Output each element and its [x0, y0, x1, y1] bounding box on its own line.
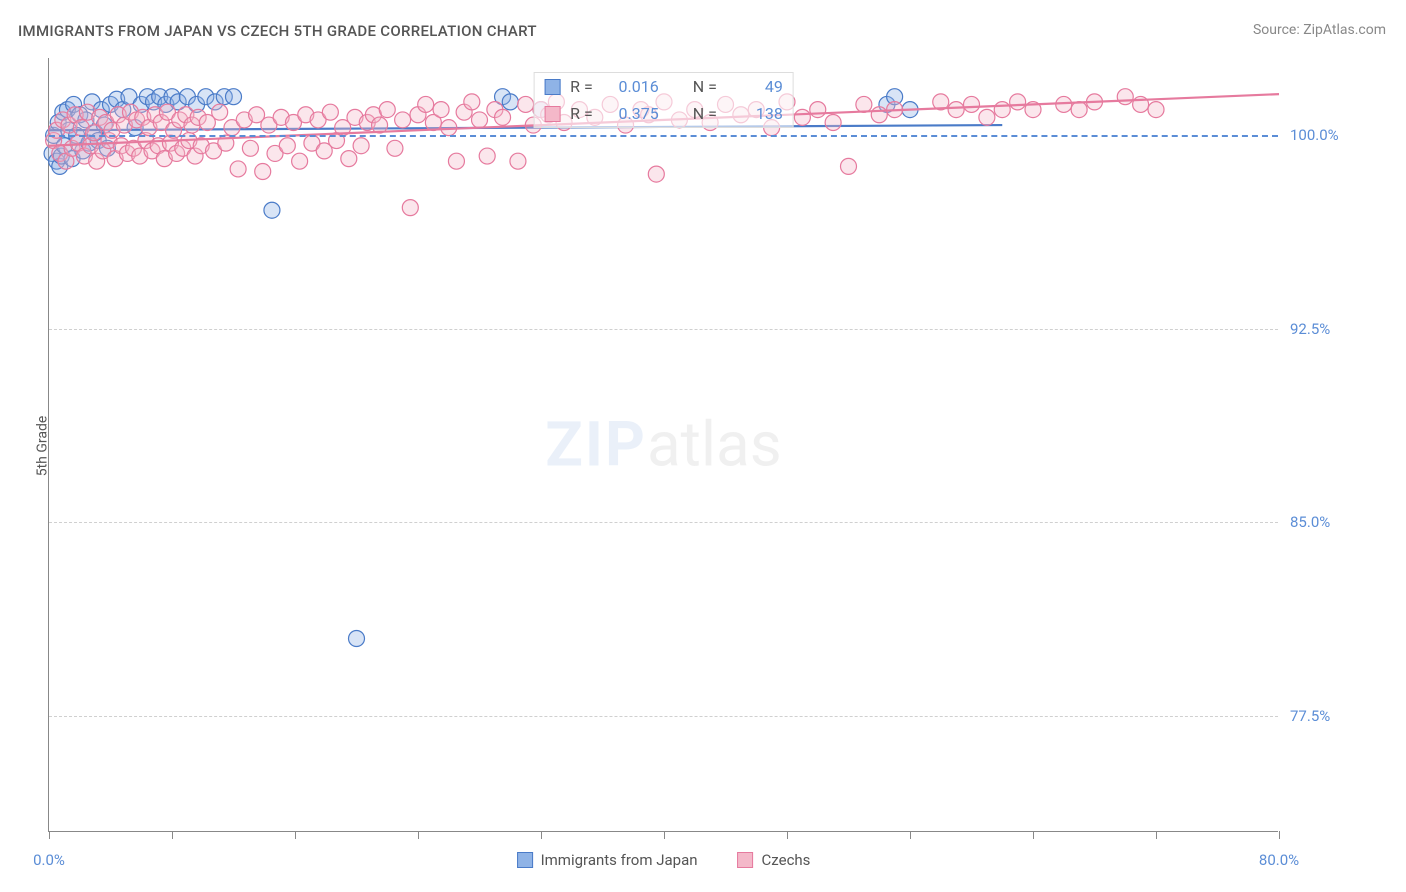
x-tick [787, 831, 788, 839]
data-point [964, 96, 980, 112]
data-point [255, 164, 271, 180]
corr-n-label: N = [693, 104, 717, 123]
data-point [448, 153, 464, 169]
data-point [1010, 94, 1026, 110]
source-attribution: Source: ZipAtlas.com [1253, 22, 1386, 38]
legend-swatch-japan [517, 852, 533, 868]
data-point [402, 200, 418, 216]
data-point [510, 153, 526, 169]
gridline-h [49, 135, 1278, 137]
data-point [648, 166, 664, 182]
gridline-h [49, 716, 1278, 717]
x-tick [910, 831, 911, 839]
data-point [212, 104, 228, 120]
legend-label-japan: Immigrants from Japan [541, 851, 698, 869]
data-point [948, 102, 964, 118]
gridline-h [49, 522, 1278, 523]
legend-item-czechs: Czechs [738, 851, 811, 869]
chart-title: IMMIGRANTS FROM JAPAN VS CZECH 5TH GRADE… [18, 22, 537, 40]
x-tick [1279, 831, 1280, 839]
legend-bottom: Immigrants from Japan Czechs [517, 851, 811, 869]
y-tick-label: 85.0% [1290, 513, 1360, 531]
data-point [322, 104, 338, 120]
data-point [979, 109, 995, 125]
y-tick-label: 92.5% [1290, 320, 1360, 338]
x-tick [664, 831, 665, 839]
data-point [387, 140, 403, 156]
data-point [464, 94, 480, 110]
x-tick [295, 831, 296, 839]
corr-swatch-japan [544, 79, 560, 95]
data-point [518, 96, 534, 112]
corr-row-czechs: R = 0.375 N = 138 [534, 100, 793, 127]
data-point [1071, 102, 1087, 118]
data-point [479, 148, 495, 164]
data-point [825, 115, 841, 131]
data-point [353, 138, 369, 154]
data-point [1117, 89, 1133, 105]
data-point [292, 153, 308, 169]
x-tick [49, 831, 50, 839]
x-tick [1156, 831, 1157, 839]
data-point [794, 109, 810, 125]
corr-swatch-czechs [544, 106, 560, 122]
y-tick-label: 77.5% [1290, 707, 1360, 725]
plot-area: ZIPatlas R = 0.016 N = 49 R = 0.375 N = … [48, 58, 1278, 832]
data-point [242, 140, 258, 156]
data-point [472, 112, 488, 128]
corr-r-label: R = [570, 77, 593, 96]
data-point [230, 161, 246, 177]
corr-r-japan: 0.016 [603, 77, 659, 96]
data-point [841, 158, 857, 174]
data-point [379, 102, 395, 118]
data-point [810, 102, 826, 118]
correlation-legend: R = 0.016 N = 49 R = 0.375 N = 138 [533, 72, 794, 128]
data-point [994, 102, 1010, 118]
data-point [349, 631, 365, 647]
data-point [502, 94, 518, 110]
data-point [264, 202, 280, 218]
x-tick [541, 831, 542, 839]
y-tick-label: 100.0% [1290, 126, 1360, 144]
data-point [341, 151, 357, 167]
data-point [433, 102, 449, 118]
x-tick [172, 831, 173, 839]
corr-r-czechs: 0.375 [603, 104, 659, 123]
gridline-h [49, 329, 1278, 330]
x-tick-label: 0.0% [33, 851, 65, 869]
legend-swatch-czechs [738, 852, 754, 868]
x-tick [418, 831, 419, 839]
x-tick-label: 80.0% [1259, 851, 1299, 869]
legend-label-czechs: Czechs [762, 851, 811, 869]
corr-row-japan: R = 0.016 N = 49 [534, 73, 793, 100]
data-point [418, 96, 434, 112]
corr-n-label: N = [693, 77, 717, 96]
data-point [1148, 102, 1164, 118]
corr-n-japan: 49 [727, 77, 783, 96]
data-point [856, 96, 872, 112]
corr-n-czechs: 138 [727, 104, 783, 123]
x-tick [1033, 831, 1034, 839]
data-point [871, 107, 887, 123]
data-point [495, 109, 511, 125]
data-point [226, 89, 242, 105]
data-point [279, 138, 295, 154]
corr-r-label: R = [570, 104, 593, 123]
data-point [395, 112, 411, 128]
legend-item-japan: Immigrants from Japan [517, 851, 698, 869]
